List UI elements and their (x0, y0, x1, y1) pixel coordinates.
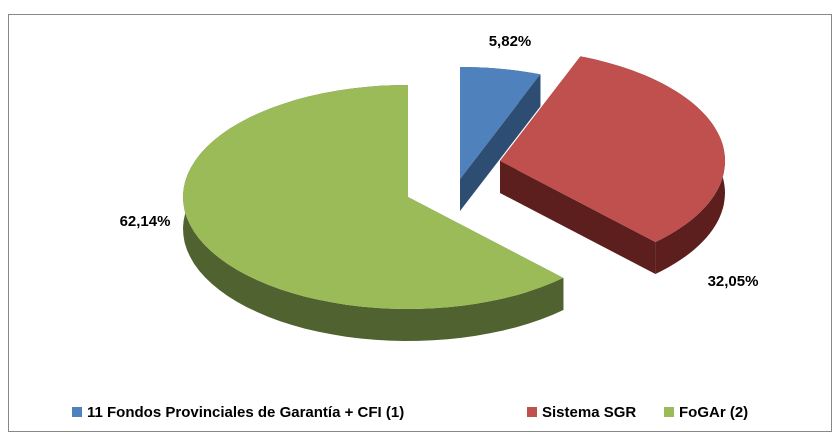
data-label: 5,82% (489, 33, 532, 50)
slice (183, 85, 564, 309)
data-label: 62,14% (120, 213, 171, 230)
data-label: 32,05% (708, 273, 759, 290)
legend-swatch (72, 407, 82, 417)
slice-face (500, 161, 656, 274)
legend-swatch (527, 407, 537, 417)
legend-label: Sistema SGR (542, 404, 636, 421)
legend-label: 11 Fondos Provinciales de Garantía + CFI… (87, 404, 404, 421)
slice-face (460, 74, 541, 212)
slice (500, 56, 725, 243)
legend-swatch (664, 407, 674, 417)
slice-side (183, 85, 564, 341)
slice (460, 67, 541, 179)
legend-label: FoGAr (2) (679, 404, 748, 421)
